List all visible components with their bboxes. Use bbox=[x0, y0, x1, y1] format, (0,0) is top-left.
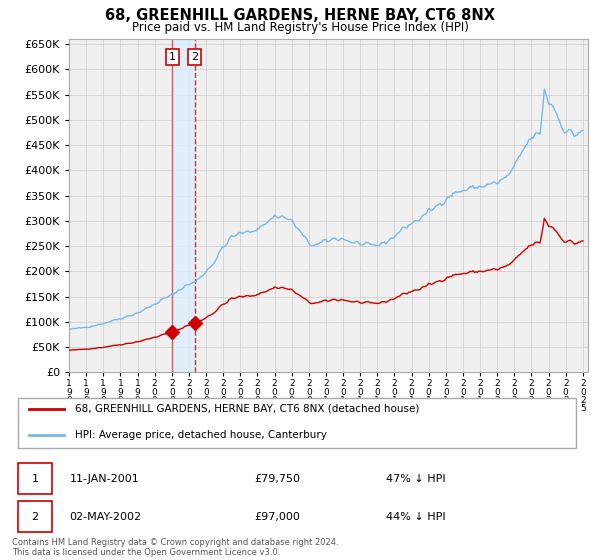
Text: 2: 2 bbox=[31, 512, 38, 522]
Bar bbox=[172, 39, 195, 372]
Text: Contains HM Land Registry data © Crown copyright and database right 2024.
This d: Contains HM Land Registry data © Crown c… bbox=[12, 538, 338, 557]
FancyBboxPatch shape bbox=[18, 398, 577, 448]
FancyBboxPatch shape bbox=[18, 463, 52, 494]
Text: 1: 1 bbox=[32, 474, 38, 484]
Text: 02-MAY-2002: 02-MAY-2002 bbox=[70, 512, 142, 522]
Text: 47% ↓ HPI: 47% ↓ HPI bbox=[386, 474, 446, 484]
Text: 1: 1 bbox=[169, 52, 176, 62]
Text: £97,000: £97,000 bbox=[254, 512, 300, 522]
Text: 44% ↓ HPI: 44% ↓ HPI bbox=[386, 512, 446, 522]
Text: 68, GREENHILL GARDENS, HERNE BAY, CT6 8NX (detached house): 68, GREENHILL GARDENS, HERNE BAY, CT6 8N… bbox=[76, 404, 420, 414]
Text: 68, GREENHILL GARDENS, HERNE BAY, CT6 8NX: 68, GREENHILL GARDENS, HERNE BAY, CT6 8N… bbox=[105, 8, 495, 24]
FancyBboxPatch shape bbox=[18, 501, 52, 532]
Text: 11-JAN-2001: 11-JAN-2001 bbox=[70, 474, 139, 484]
Text: HPI: Average price, detached house, Canterbury: HPI: Average price, detached house, Cant… bbox=[76, 430, 327, 440]
Text: 2: 2 bbox=[191, 52, 198, 62]
Text: Price paid vs. HM Land Registry's House Price Index (HPI): Price paid vs. HM Land Registry's House … bbox=[131, 21, 469, 34]
Text: £79,750: £79,750 bbox=[254, 474, 300, 484]
